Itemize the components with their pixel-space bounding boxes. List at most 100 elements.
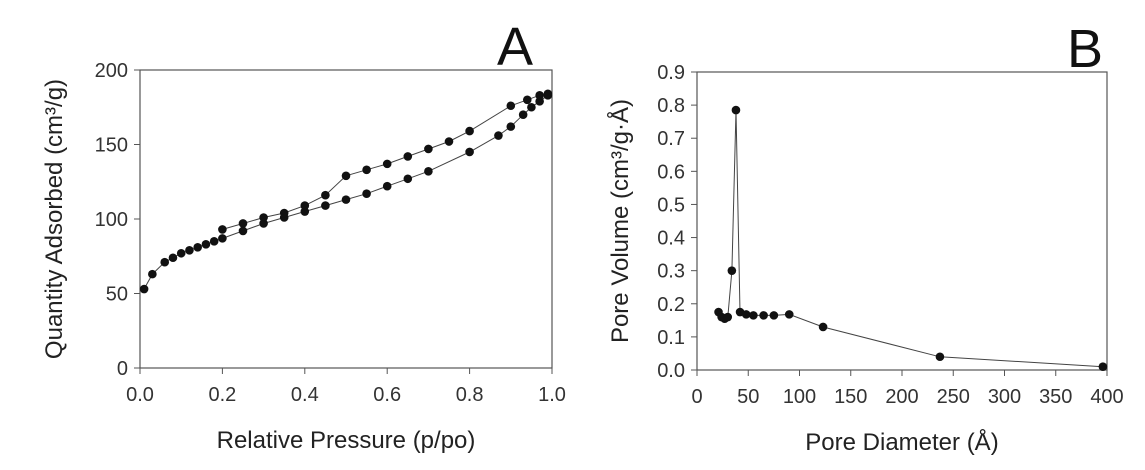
series-1 [139, 91, 553, 294]
data-point [465, 147, 474, 157]
data-point [518, 110, 528, 119]
x-tick-label: 0.8 [456, 384, 484, 406]
y-tick-label: 0.1 [657, 327, 685, 349]
data-point [403, 152, 413, 161]
x-tick: 100 [783, 370, 816, 408]
data-point [238, 226, 248, 236]
x-tick-label: 350 [1039, 386, 1072, 408]
x-tick: 0 [691, 370, 703, 408]
data-point [362, 165, 371, 175]
series-line [143, 94, 549, 290]
x-tick: 250 [937, 370, 970, 408]
data-point [1098, 362, 1108, 371]
data-point [749, 311, 758, 320]
y-tick: 0 [117, 358, 140, 380]
y-tick-label: 0.0 [657, 360, 685, 382]
x-tick-label: 0.0 [126, 384, 154, 406]
data-point [139, 284, 149, 294]
data-point [341, 195, 351, 204]
y-tick: 0.0 [657, 360, 697, 382]
y-tick-label: 0 [117, 358, 128, 380]
y-tick: 0.9 [657, 62, 697, 84]
y-tick: 150 [95, 135, 140, 157]
data-point [218, 234, 227, 243]
x-tick-label: 0.4 [291, 384, 319, 406]
data-point [535, 96, 544, 106]
panel-b-pore-distribution-chart: 0 50 100 150 200 250 300 350 400 0.0 0.1 0.2 0.3 0.4 0… [606, 19, 1124, 456]
x-tick-label: 400 [1090, 386, 1123, 408]
y-tick-label: 0.2 [657, 294, 685, 316]
data-point [444, 137, 454, 146]
data-point [784, 310, 794, 319]
series-2 [218, 89, 553, 234]
x-tick: 400 [1090, 370, 1124, 408]
x-tick-label: 300 [988, 386, 1021, 408]
y-tick-label: 0.3 [657, 261, 685, 283]
data-point [209, 237, 219, 246]
x-tick-label: 0.6 [373, 384, 401, 406]
x-tick: 1.0 [538, 368, 566, 406]
panel-label-b: B [1067, 19, 1103, 79]
data-point [403, 174, 413, 184]
data-point [321, 190, 330, 200]
y-tick-label: 0.5 [657, 194, 685, 216]
data-point [168, 253, 178, 263]
data-point [465, 126, 474, 136]
data-point [300, 201, 310, 210]
x-tick: 50 [737, 370, 759, 408]
y-tick: 0.5 [657, 194, 697, 216]
data-point [935, 352, 945, 362]
series-1 [714, 105, 1108, 371]
x-tick-label: 200 [885, 386, 918, 408]
data-point [731, 105, 741, 115]
x-tick-label: 150 [834, 386, 867, 408]
y-tick-label: 0.6 [657, 161, 685, 183]
x-tick-label: 0 [691, 386, 702, 408]
x-tick: 0.4 [291, 368, 319, 406]
data-point [527, 102, 536, 112]
data-point [185, 245, 194, 255]
data-point [506, 101, 516, 111]
data-point [522, 95, 532, 105]
data-point [535, 91, 544, 100]
data-point [321, 201, 330, 210]
data-point [160, 257, 170, 267]
y-tick-label: 150 [95, 135, 128, 157]
series-line [718, 110, 1103, 368]
x-tick: 0.8 [456, 368, 484, 406]
data-point [193, 243, 202, 252]
y-tick: 0.2 [657, 294, 697, 316]
data-point [727, 266, 737, 275]
plot-frame [139, 69, 553, 369]
data-point [424, 167, 433, 176]
x-axis-title: Pore Diameter (Å) [805, 428, 998, 456]
data-point [362, 189, 371, 198]
y-tick-label: 100 [95, 209, 128, 231]
y-tick: 0.8 [657, 95, 697, 117]
data-point [382, 181, 392, 191]
x-tick: 0.2 [208, 368, 236, 406]
data-point [723, 312, 733, 322]
x-tick-label: 0.2 [208, 384, 236, 406]
data-point [382, 159, 392, 169]
data-point [201, 240, 211, 249]
y-tick: 200 [95, 60, 140, 82]
y-tick-label: 0.9 [657, 62, 685, 84]
data-point [259, 213, 268, 222]
x-tick-label: 1.0 [538, 384, 566, 406]
data-point [279, 208, 289, 218]
data-point [494, 131, 503, 140]
y-tick: 50 [106, 284, 140, 306]
y-tick: 0.7 [657, 128, 697, 150]
data-point [741, 310, 751, 319]
panel-label-a: A [497, 17, 533, 77]
y-tick-label: 0.7 [657, 128, 685, 150]
panel-a-isotherm-chart: 0.0 0.2 0.4 0.6 0.8 1.0 0 50 100 150 200 Relative P… [41, 17, 566, 454]
x-tick-label: 100 [783, 386, 816, 408]
y-tick-label: 0.8 [657, 95, 685, 117]
x-tick: 200 [885, 370, 919, 408]
data-point [176, 248, 186, 258]
y-tick-label: 0.4 [657, 228, 685, 250]
y-tick-label: 200 [95, 60, 128, 82]
